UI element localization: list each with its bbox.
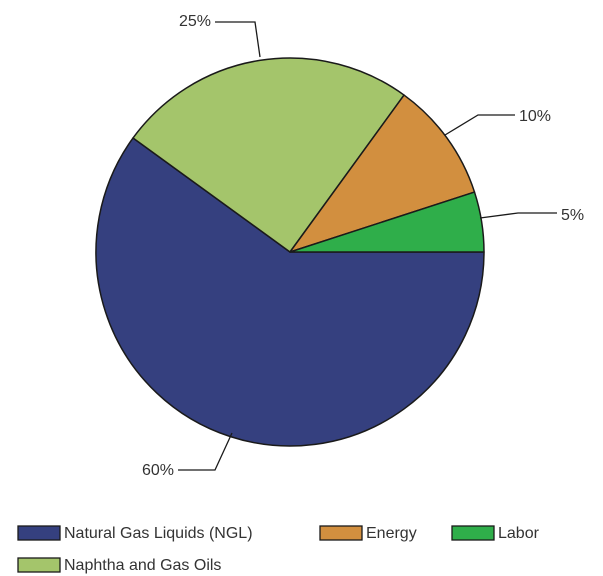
legend-label: Energy xyxy=(366,525,417,542)
legend-swatch xyxy=(319,525,363,541)
data-label: 25% xyxy=(179,13,211,30)
leader-line xyxy=(178,432,233,471)
pie-slice xyxy=(289,94,476,253)
data-label: 60% xyxy=(142,462,174,479)
pie-slice xyxy=(289,191,485,253)
data-label: 5% xyxy=(561,207,584,224)
legend-swatch xyxy=(17,525,61,541)
leader-line xyxy=(479,212,557,219)
legend-label: Natural Gas Liquids (NGL) xyxy=(64,525,253,542)
leader-line xyxy=(444,114,515,136)
legend-swatch xyxy=(17,557,61,573)
data-label: 10% xyxy=(519,108,551,125)
pie-slice xyxy=(132,57,405,253)
legend-swatch xyxy=(451,525,495,541)
leader-line xyxy=(215,21,261,58)
legend-label: Labor xyxy=(498,525,540,542)
legend-label: Naphtha and Gas Oils xyxy=(64,557,221,574)
